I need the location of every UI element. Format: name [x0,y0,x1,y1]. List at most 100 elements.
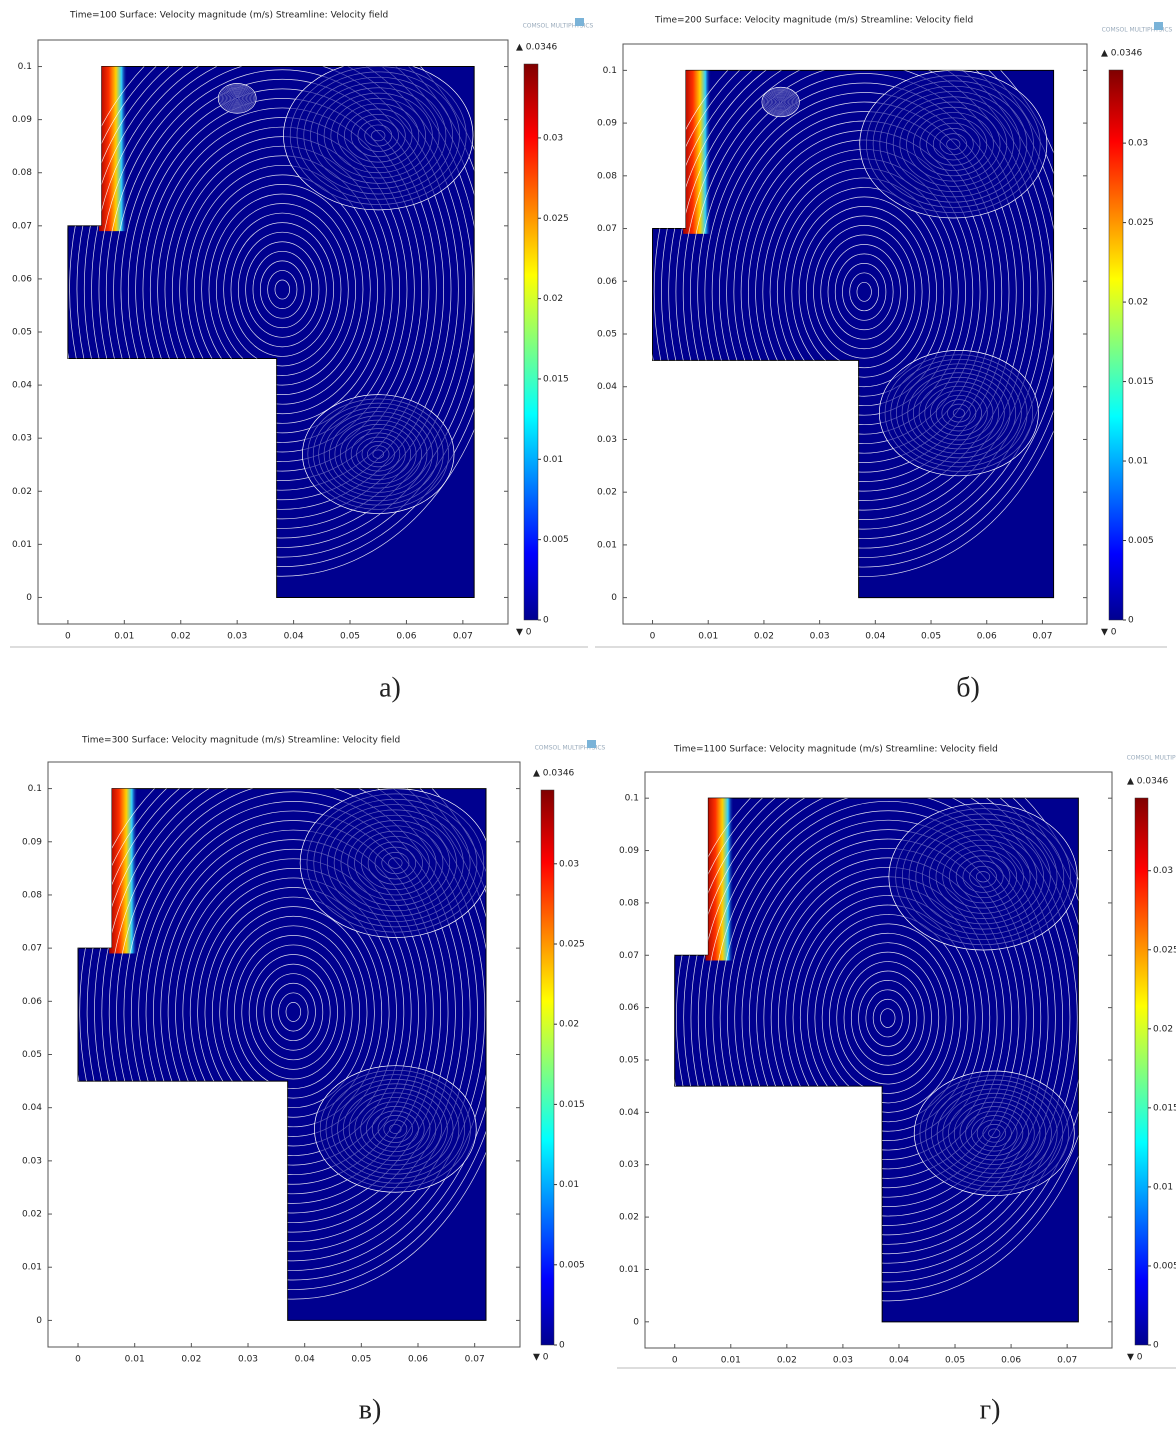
x-tick-label: 0.03 [238,1355,258,1365]
y-tick-label: 0.08 [22,890,42,900]
colorbar-label: 0.025 [559,939,585,949]
colorbar-label: 0.005 [543,535,569,545]
vortex-line [878,349,1039,477]
wall-jet [98,66,128,232]
streamline [704,82,1024,501]
streamline [138,810,449,1214]
logo: COMSOL MULTIPHYSICS [1102,27,1173,34]
vortex-line [761,86,800,118]
colorbar-label: 0.02 [559,1020,579,1030]
x-tick-label: 0.01 [721,1356,741,1366]
streamline [186,164,379,415]
streamline [179,155,386,424]
x-tick-label: 0.04 [865,632,885,642]
panel-title: Time=1100 Surface: Velocity magnitude (m… [673,745,998,755]
colorbar-label: 0 [559,1341,565,1351]
y-tick-label: 0.04 [597,382,617,392]
y-tick-label: 0.02 [619,1213,639,1223]
colorbar-label: 0.03 [1153,866,1173,876]
y-tick-label: 0.1 [625,794,639,804]
streamline [697,798,1078,1264]
streamline [652,70,1054,577]
colorbar-max: ▲ 0.0346 [1101,49,1143,59]
streamline [91,66,474,539]
streamline [245,241,320,338]
colorbar-min: ▼ 0 [516,628,532,638]
x-tick-label: 0.04 [295,1355,315,1365]
streamline [676,798,1079,1292]
colorbar-max: ▲ 0.0346 [516,43,558,53]
colorbar-label: 0.01 [559,1180,579,1190]
streamline [675,70,1053,539]
streamline [164,136,401,443]
streamline [76,66,475,558]
colorbar-label: 0.03 [559,859,579,869]
streamline [256,963,331,1061]
streamline [799,904,976,1132]
streamline [101,788,486,1262]
vortex-line [283,66,474,211]
logo: COMSOL MULTIPHYSICS [1127,755,1176,762]
streamline [241,944,346,1080]
x-tick-label: 0.04 [284,632,304,642]
y-tick-label: 0.09 [597,119,617,129]
streamline [223,212,342,367]
x-tick-label: 0.06 [396,632,416,642]
colorbar-label: 0.01 [543,455,563,465]
y-tick-label: 0.09 [12,115,32,125]
streamline [843,961,932,1076]
colorbar-label: 0.015 [543,374,569,384]
streamline [267,270,298,309]
streamline [653,70,1054,568]
colorbar [523,63,539,621]
panel: Time=100 Surface: Velocity magnitude (m/… [10,11,594,703]
streamline [814,923,961,1113]
y-tick-label: 0.02 [12,487,32,497]
streamline [193,174,371,405]
y-tick-label: 0 [611,593,617,603]
streamline [836,951,940,1085]
streamline [763,857,1012,1179]
streamline [712,798,1064,1245]
y-tick-label: 0 [633,1317,639,1327]
y-tick-label: 0.08 [12,168,32,178]
colorbar-label: 0.015 [1128,377,1154,387]
y-tick-label: 0 [36,1316,42,1326]
x-tick-label: 0.05 [340,632,360,642]
y-tick-label: 0.04 [619,1108,639,1118]
streamline [668,70,1054,549]
streamline [834,253,894,331]
y-tick-label: 0.06 [597,277,617,287]
streamline [727,810,1049,1226]
streamline [208,193,357,386]
caption: а) [379,672,401,703]
y-tick-label: 0.08 [619,898,639,908]
streamline [821,932,954,1104]
streamline [756,848,1020,1189]
streamline [211,906,375,1118]
streamline [171,145,393,434]
colorbar-label: 0 [1153,1341,1159,1351]
streamline [259,260,305,319]
panel: Time=200 Surface: Velocity magnitude (m/… [595,16,1173,703]
y-tick-label: 0.09 [22,837,42,847]
streamline [711,92,1017,492]
colorbar-max: ▲ 0.0346 [533,769,575,779]
streamline [248,954,338,1070]
streamline [741,829,1034,1207]
streamline [776,177,952,407]
streamline [785,885,991,1151]
streamline [856,281,872,302]
y-tick-label: 0.07 [22,944,42,954]
streamline [798,206,930,378]
x-tick-label: 0.01 [698,632,718,642]
streamline [219,915,368,1109]
streamline [116,788,471,1243]
streamline [142,107,423,472]
streamline [805,215,923,369]
colorbar-label: 0.015 [1153,1103,1176,1113]
streamline [719,800,1056,1236]
streamlines [78,788,487,1300]
y-tick-label: 0 [26,593,32,603]
colorbar-label: 0 [543,616,549,626]
